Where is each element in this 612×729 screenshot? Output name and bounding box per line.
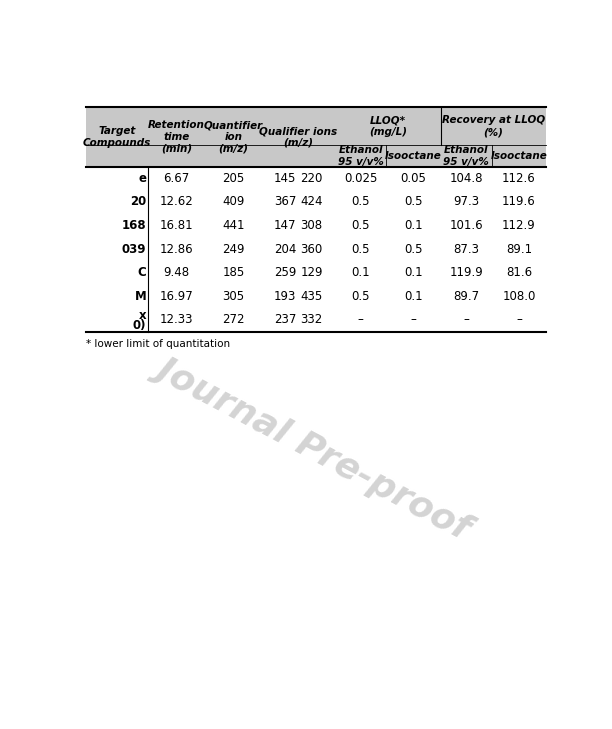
Text: Recovery at LLOQ
(%): Recovery at LLOQ (%): [442, 115, 545, 137]
Text: e: e: [138, 172, 146, 185]
Text: 168: 168: [122, 219, 146, 232]
Text: Isooctane: Isooctane: [385, 151, 442, 161]
Text: C: C: [138, 266, 146, 279]
Text: x: x: [139, 309, 146, 322]
Text: 205: 205: [222, 172, 245, 185]
Text: 332: 332: [300, 313, 323, 327]
Text: 237: 237: [274, 313, 296, 327]
Text: 89.7: 89.7: [453, 290, 479, 303]
Text: Retention
time
(min): Retention time (min): [148, 120, 205, 154]
Text: 108.0: 108.0: [502, 290, 536, 303]
Text: LLOQ*
(mg/L): LLOQ* (mg/L): [369, 115, 407, 137]
Text: 12.86: 12.86: [160, 243, 193, 256]
Text: 119.9: 119.9: [449, 266, 483, 279]
Text: 89.1: 89.1: [506, 243, 532, 256]
Text: 435: 435: [300, 290, 323, 303]
Text: 185: 185: [222, 266, 245, 279]
Text: 0.5: 0.5: [351, 195, 370, 208]
Text: 367: 367: [274, 195, 296, 208]
Text: Target
Compounds: Target Compounds: [83, 126, 151, 148]
Text: 101.6: 101.6: [449, 219, 483, 232]
Text: Qualifier ions
(m/z): Qualifier ions (m/z): [259, 126, 337, 148]
Text: 0.1: 0.1: [404, 219, 423, 232]
Text: 0.5: 0.5: [404, 195, 423, 208]
Text: 272: 272: [222, 313, 245, 327]
Text: –: –: [358, 313, 364, 327]
Text: 6.67: 6.67: [163, 172, 190, 185]
Text: 360: 360: [300, 243, 323, 256]
Text: 424: 424: [300, 195, 323, 208]
Text: 112.9: 112.9: [502, 219, 536, 232]
Text: 145: 145: [274, 172, 296, 185]
Text: 0.5: 0.5: [351, 290, 370, 303]
Text: Isooctane: Isooctane: [491, 151, 547, 161]
Text: 87.3: 87.3: [453, 243, 479, 256]
Text: 81.6: 81.6: [506, 266, 532, 279]
Text: 0.1: 0.1: [351, 266, 370, 279]
Text: 12.33: 12.33: [160, 313, 193, 327]
Text: 16.97: 16.97: [160, 290, 193, 303]
Text: 0.1: 0.1: [404, 266, 423, 279]
Text: 0.5: 0.5: [404, 243, 423, 256]
Text: 193: 193: [274, 290, 296, 303]
Text: 119.6: 119.6: [502, 195, 536, 208]
Text: 220: 220: [300, 172, 323, 185]
Text: –: –: [411, 313, 416, 327]
Text: 0.025: 0.025: [344, 172, 378, 185]
Text: 305: 305: [222, 290, 245, 303]
Text: Ethanol
95 v/v%: Ethanol 95 v/v%: [338, 145, 384, 167]
Text: M: M: [135, 290, 146, 303]
Text: 129: 129: [300, 266, 323, 279]
Text: 409: 409: [222, 195, 245, 208]
Text: 147: 147: [274, 219, 297, 232]
Text: 039: 039: [122, 243, 146, 256]
Text: 204: 204: [274, 243, 296, 256]
Text: 0.5: 0.5: [351, 219, 370, 232]
Text: 104.8: 104.8: [449, 172, 483, 185]
Text: 112.6: 112.6: [502, 172, 536, 185]
Text: Quantifier
ion
(m/z): Quantifier ion (m/z): [204, 120, 263, 154]
Text: –: –: [516, 313, 522, 327]
Text: Ethanol
95 v/v%: Ethanol 95 v/v%: [443, 145, 489, 167]
Text: 9.48: 9.48: [163, 266, 190, 279]
Text: 249: 249: [222, 243, 245, 256]
Text: Journal Pre-proof: Journal Pre-proof: [152, 350, 476, 544]
Text: 20: 20: [130, 195, 146, 208]
Text: 97.3: 97.3: [453, 195, 479, 208]
Text: 0.5: 0.5: [351, 243, 370, 256]
Text: 259: 259: [274, 266, 296, 279]
Text: 0): 0): [133, 319, 146, 332]
Text: * lower limit of quantitation: * lower limit of quantitation: [86, 339, 230, 349]
Text: –: –: [463, 313, 469, 327]
Text: 16.81: 16.81: [160, 219, 193, 232]
Text: 0.1: 0.1: [404, 290, 423, 303]
Text: 441: 441: [222, 219, 245, 232]
Text: 12.62: 12.62: [160, 195, 193, 208]
Text: 308: 308: [300, 219, 323, 232]
Text: 0.05: 0.05: [400, 172, 427, 185]
